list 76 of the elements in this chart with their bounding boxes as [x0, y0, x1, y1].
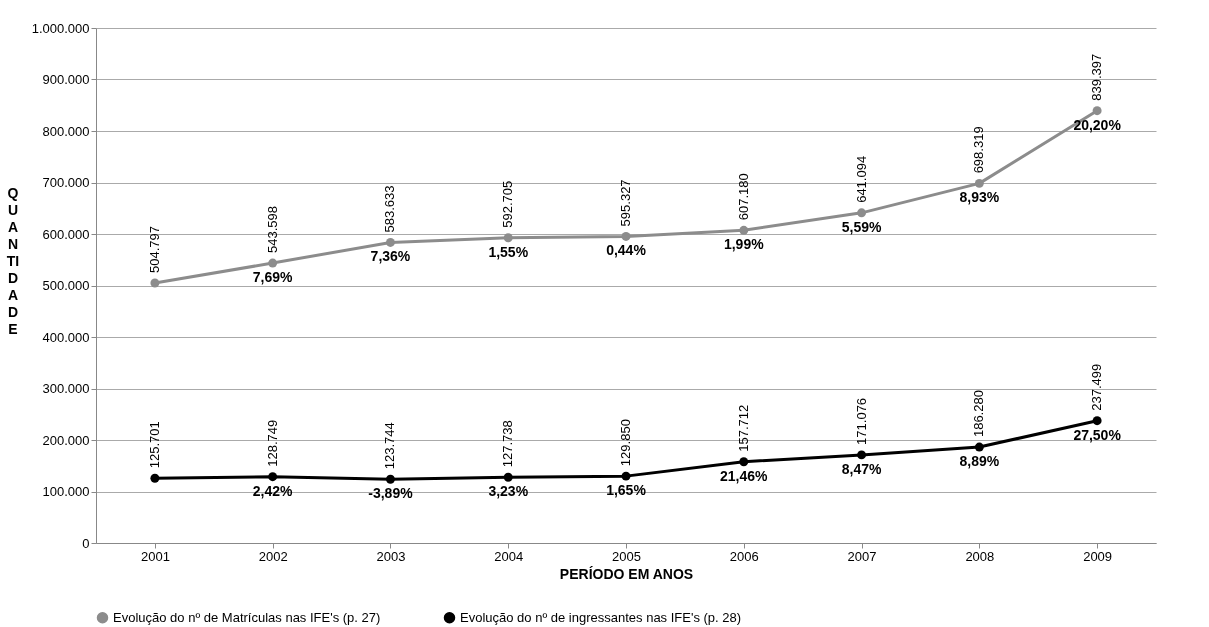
annotation: 7,69% — [252, 269, 294, 286]
data-label: 839.397 — [1089, 53, 1105, 101]
annotation: 1,65% — [606, 482, 647, 499]
y-tick-label: 0 — [82, 535, 90, 551]
annotation: 8,47% — [841, 460, 882, 477]
point — [150, 278, 160, 288]
y-tick-label: 900.000 — [42, 72, 90, 87]
data-label: 592.705 — [500, 180, 516, 228]
y-tick-label: 200.000 — [42, 432, 90, 448]
y-tick-label: 800.000 — [42, 123, 90, 139]
point — [974, 178, 984, 188]
point — [503, 233, 513, 243]
y-tick-label: 1.000.000 — [31, 20, 90, 36]
point — [739, 225, 749, 235]
point — [857, 450, 867, 460]
annotation: 2,42% — [252, 482, 294, 499]
data-label: 595.327 — [618, 179, 633, 227]
point — [268, 472, 278, 482]
point — [503, 472, 513, 482]
point — [385, 237, 395, 247]
annotation: 1,55% — [488, 243, 529, 260]
data-label: 127.738 — [500, 420, 516, 468]
x-tick-label: 2003 — [376, 548, 406, 564]
point — [1092, 416, 1102, 426]
x-axis-title: PERÍODO EM ANOS — [559, 565, 694, 582]
data-label: 186.280 — [971, 390, 987, 438]
data-label: 543.598 — [264, 206, 280, 254]
annotation: -3,89% — [368, 485, 414, 502]
point — [857, 208, 867, 218]
y-tick-label: 500.000 — [42, 278, 90, 293]
x-tick-label: 2006 — [729, 548, 759, 564]
data-label: 698.319 — [971, 126, 987, 174]
annotation: 5,59% — [841, 218, 882, 235]
data-label: 237.499 — [1089, 363, 1105, 411]
annotation: 0,44% — [606, 242, 647, 259]
data-label: 128.749 — [264, 419, 280, 467]
point — [1092, 106, 1102, 116]
annotation: 1,99% — [723, 236, 765, 253]
data-label: 123.744 — [382, 422, 398, 470]
x-tick-label: 2002 — [258, 548, 288, 564]
annotation: 27,50% — [1073, 426, 1122, 443]
legend-label: Evolução do nº de ingressantes nas IFE's (p. 28) — [460, 609, 742, 625]
data-label: 583.633 — [382, 185, 398, 233]
text: QUANTIDADE — [6, 185, 20, 337]
legend-label: Evolução do nº de Matrículas nas IFE's (p. 27) — [113, 609, 381, 625]
x-tick-label: 2009 — [1083, 548, 1113, 564]
annotation: 7,36% — [370, 248, 411, 265]
data-label: 504.797 — [146, 226, 162, 274]
x-tick-label: 2008 — [965, 548, 995, 564]
annotation: 20,20% — [1073, 116, 1122, 133]
point — [268, 258, 278, 268]
point — [974, 442, 984, 452]
x-tick-label: 2001 — [140, 548, 170, 564]
y-tick-label: 700.000 — [42, 175, 90, 190]
x-tick-label: 2007 — [847, 548, 877, 564]
x-tick-label: 2005 — [612, 548, 641, 564]
annotation: 8,89% — [959, 453, 1000, 470]
y-tick-label: 400.000 — [42, 329, 90, 345]
y-tick-label: 100.000 — [42, 484, 90, 499]
data-label: 157.712 — [735, 404, 751, 452]
data-label: 641.094 — [853, 155, 869, 203]
data-label: 129.850 — [618, 419, 633, 467]
annotation: 8,93% — [959, 189, 1000, 206]
data-label: 125.701 — [146, 421, 162, 469]
point — [739, 457, 749, 467]
y-tick-label: 600.000 — [42, 226, 90, 242]
point — [150, 473, 160, 483]
point — [385, 474, 395, 484]
annotation: 3,23% — [488, 483, 529, 500]
x-tick-label: 2004 — [494, 548, 524, 564]
data-label: 607.180 — [735, 173, 751, 221]
y-tick-label: 300.000 — [42, 381, 90, 396]
point — [621, 231, 631, 241]
point — [621, 471, 631, 481]
data-label: 171.076 — [853, 397, 869, 445]
annotation: 21,46% — [720, 467, 769, 484]
